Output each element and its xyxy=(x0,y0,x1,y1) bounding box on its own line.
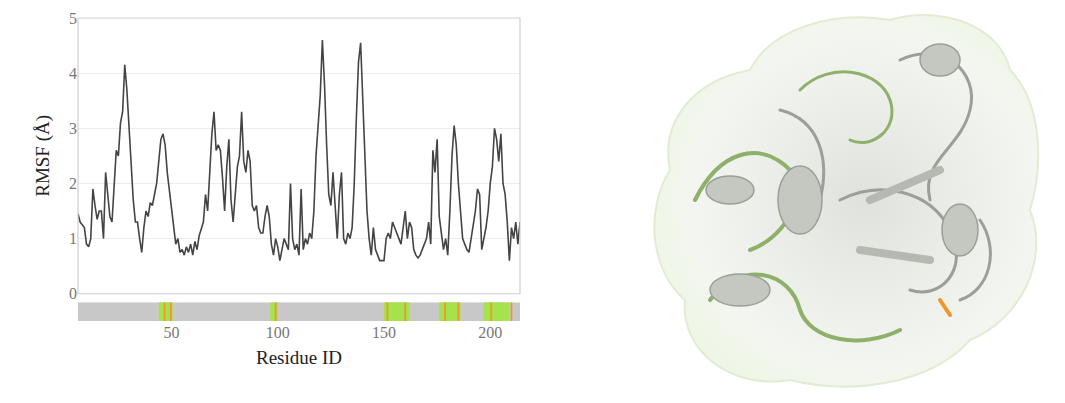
svg-text:0: 0 xyxy=(69,285,77,302)
svg-text:1: 1 xyxy=(69,230,77,247)
svg-text:2: 2 xyxy=(69,175,77,192)
svg-text:200: 200 xyxy=(478,324,502,341)
svg-text:5: 5 xyxy=(69,10,77,27)
svg-text:4: 4 xyxy=(69,65,77,82)
svg-text:50: 50 xyxy=(164,324,180,341)
svg-text:RMSF (Å): RMSF (Å) xyxy=(32,115,54,197)
svg-text:Residue ID: Residue ID xyxy=(256,347,342,368)
svg-text:100: 100 xyxy=(266,324,290,341)
svg-text:150: 150 xyxy=(372,324,396,341)
svg-text:3: 3 xyxy=(69,120,77,137)
